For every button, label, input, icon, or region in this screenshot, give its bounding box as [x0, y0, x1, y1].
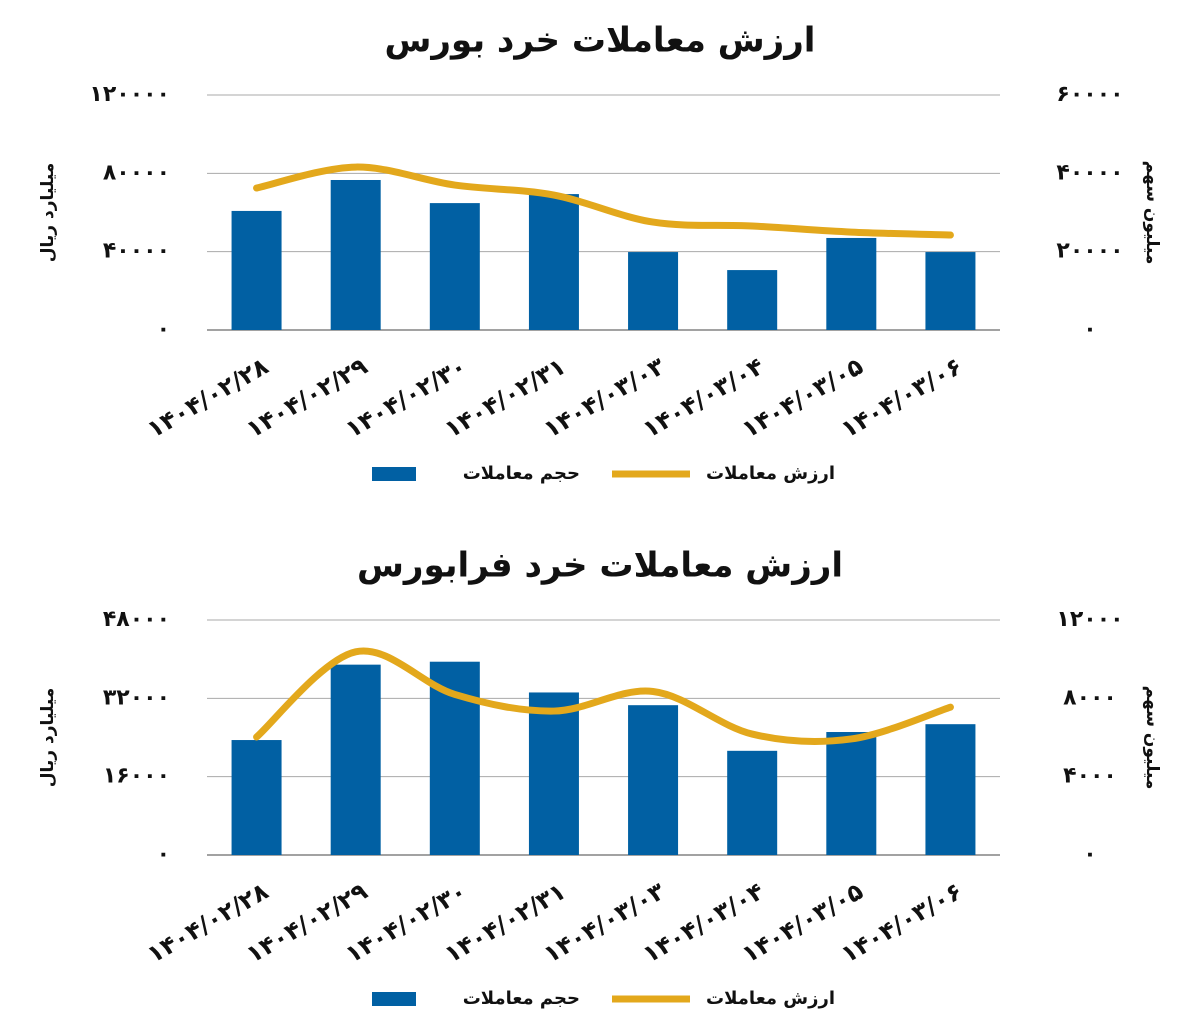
- legend-swatch: [372, 467, 416, 481]
- legend-label: ارزش معاملات: [706, 988, 835, 1009]
- bar: [826, 237, 877, 330]
- y2-tick-label: ۰: [1083, 842, 1096, 867]
- y2-tick-label: ۴۰۰۰۰: [1056, 160, 1123, 185]
- y-axis-label: میلیارد ریال: [38, 163, 58, 262]
- y-tick-label: ۳۲۰۰۰: [103, 685, 170, 710]
- y2-tick-label: ۲۰۰۰۰: [1056, 239, 1123, 264]
- y-tick-label: ۱۶۰۰۰: [103, 764, 170, 789]
- legend-label: ارزش معاملات: [706, 463, 835, 484]
- y-tick-label: ۱۲۰۰۰۰: [89, 82, 170, 107]
- y-tick-label: ۰: [157, 317, 170, 342]
- chart-title: ارزش معاملات خرد فرابورس: [357, 546, 843, 586]
- bar: [628, 252, 679, 330]
- bar: [925, 252, 976, 330]
- line: [253, 647, 954, 745]
- legend-label: حجم معاملات: [463, 463, 580, 484]
- bar: [231, 740, 282, 855]
- bar: [429, 203, 480, 330]
- y2-axis-label: میلیون سهم: [1142, 161, 1162, 265]
- bar: [528, 692, 579, 855]
- bar: [628, 705, 679, 855]
- line: [253, 163, 954, 239]
- bar: [727, 750, 778, 855]
- chart-title: ارزش معاملات خرد بورس: [385, 21, 816, 61]
- bar: [925, 724, 976, 855]
- legend-label: حجم معاملات: [463, 988, 580, 1009]
- bar: [429, 661, 480, 855]
- y-tick-label: ۰: [157, 842, 170, 867]
- legend-swatch: [372, 992, 416, 1006]
- bar: [528, 194, 579, 330]
- y2-tick-label: ۰: [1083, 317, 1096, 342]
- y2-tick-label: ۱۲۰۰۰: [1056, 607, 1123, 632]
- bar: [727, 270, 778, 330]
- y-tick-label: ۴۸۰۰۰: [103, 607, 170, 632]
- y2-tick-label: ۸۰۰۰: [1063, 685, 1117, 710]
- y2-tick-label: ۴۰۰۰: [1063, 764, 1117, 789]
- bar: [231, 210, 282, 330]
- y2-axis-label: میلیون سهم: [1142, 686, 1162, 790]
- bar: [826, 732, 877, 855]
- bar: [330, 664, 381, 855]
- y-axis-label: میلیارد ریال: [38, 688, 58, 787]
- bar: [330, 179, 381, 330]
- y-tick-label: ۴۰۰۰۰: [103, 239, 170, 264]
- y2-tick-label: ۶۰۰۰۰: [1056, 82, 1123, 107]
- y-tick-label: ۸۰۰۰۰: [103, 160, 170, 185]
